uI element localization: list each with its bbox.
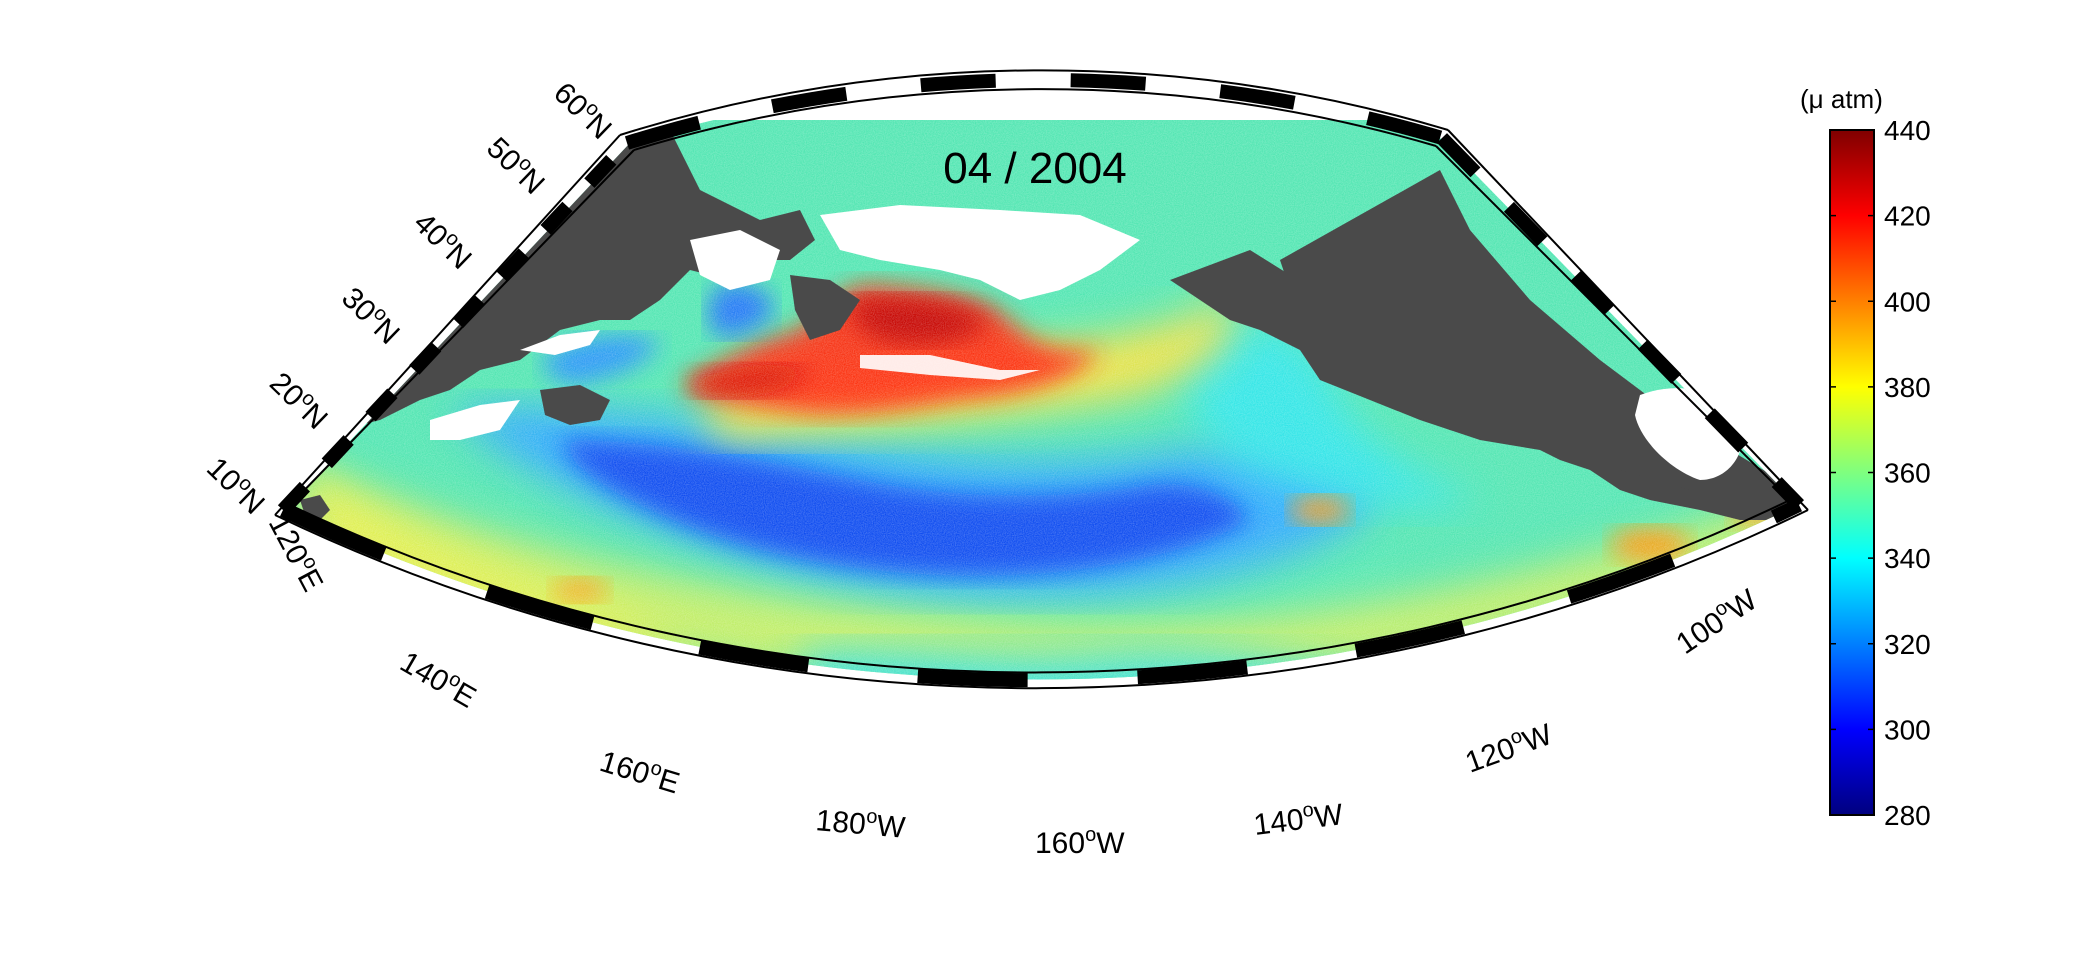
no-data-aleutians bbox=[860, 355, 1040, 380]
frame-left-checker bbox=[277, 138, 633, 515]
no-data-bering-north bbox=[820, 205, 1140, 300]
colorbar-tick-label: 300 bbox=[1884, 714, 1931, 745]
land-asia bbox=[285, 110, 815, 500]
lat-label-20n: 20oN bbox=[263, 364, 336, 436]
no-data-okhotsk bbox=[690, 230, 780, 290]
lon-label-140e: 140oE bbox=[395, 643, 483, 715]
land-kamchatka bbox=[790, 275, 860, 340]
lon-label-160e: 160oE bbox=[596, 742, 684, 800]
lat-label-10n: 10oN bbox=[200, 449, 273, 521]
frame-right-checker bbox=[1436, 133, 1805, 510]
frame-bottom-arc-outer bbox=[274, 509, 1809, 690]
lon-label-160w: 160oW bbox=[1035, 824, 1125, 860]
lon-label-120w: 120oW bbox=[1460, 715, 1557, 780]
map-frame bbox=[274, 69, 1809, 690]
frame-right-outer bbox=[1447, 129, 1809, 511]
lat-label-40n: 40oN bbox=[407, 204, 480, 276]
map-field bbox=[285, 110, 1798, 712]
lon-label-140w: 140oW bbox=[1251, 795, 1345, 842]
frame-top-arc-outer bbox=[619, 69, 1449, 136]
frame-bottom-arc-inner bbox=[289, 499, 1791, 674]
land-hawaii bbox=[1090, 695, 1135, 712]
colorbar-tick-label: 320 bbox=[1884, 629, 1931, 660]
frame-top-arc-inner bbox=[633, 88, 1437, 151]
colorbar-tick-label: 440 bbox=[1884, 115, 1931, 146]
colorbar-gradient bbox=[1829, 129, 1875, 816]
frame-bottom-checker bbox=[279, 498, 1803, 688]
lat-label-30n: 30oN bbox=[335, 279, 408, 351]
colorbar-tick-label: 340 bbox=[1884, 543, 1931, 574]
colorbar-ticks: 440 420 400 380 360 340 320 300 280 bbox=[1830, 115, 1931, 831]
no-data-sea-of-japan bbox=[520, 330, 600, 355]
colorbar-tick-label: 400 bbox=[1884, 286, 1931, 317]
lon-label-180w: 180oW bbox=[814, 801, 907, 845]
colorbar-tick-label: 280 bbox=[1884, 800, 1931, 831]
land-japan bbox=[540, 385, 610, 425]
colorbar-tick-label: 360 bbox=[1884, 458, 1931, 489]
colorbar-unit-label: (μ atm) bbox=[1800, 84, 1883, 114]
colorbar: (μ atm) 440 420 400 380 360 340 320 300 280 bbox=[1800, 84, 1931, 831]
map-title: 04 / 2004 bbox=[943, 144, 1127, 193]
colorbar-tick-label: 380 bbox=[1884, 372, 1931, 403]
colorbar-tick-label: 420 bbox=[1884, 201, 1931, 232]
lat-label-50n: 50oN bbox=[480, 129, 553, 201]
lon-label-100w: 100oW bbox=[1669, 581, 1764, 661]
lat-label-60n: 60oN bbox=[547, 74, 620, 146]
no-data-yellow-sea bbox=[430, 400, 520, 440]
